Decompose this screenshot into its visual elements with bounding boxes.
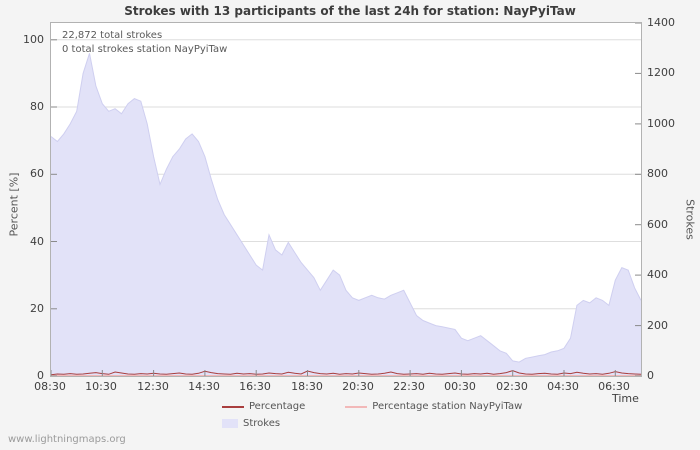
y-left-tick-60: 60 <box>30 167 44 180</box>
plot-area <box>50 22 642 377</box>
legend-row-1: Percentage Percentage station NayPyiTaw <box>222 398 562 415</box>
y-left-tick-0: 0 <box>37 369 44 382</box>
y-right-tick-600: 600 <box>647 218 668 231</box>
legend-item-strokes: Strokes <box>222 418 280 429</box>
x-tick-02:30: 02:30 <box>496 380 528 393</box>
legend-swatch-strokes <box>222 419 238 428</box>
legend-swatch-percentage-station-naypyitaw <box>345 405 368 408</box>
y-right-tick-400: 400 <box>647 268 668 281</box>
y-left-tick-80: 80 <box>30 100 44 113</box>
y-right-tick-200: 200 <box>647 319 668 332</box>
x-tick-16:30: 16:30 <box>239 380 271 393</box>
y-right-tick-1200: 1200 <box>647 66 675 79</box>
x-tick-20:30: 20:30 <box>342 380 374 393</box>
watermark-text: www.lightningmaps.org <box>8 434 126 445</box>
legend-label-percentage: Percentage <box>249 401 306 412</box>
strokes-area-edge <box>51 53 641 363</box>
legend: Percentage Percentage station NayPyiTaw St… <box>222 398 562 432</box>
x-tick-00:30: 00:30 <box>444 380 476 393</box>
y-left-tick-100: 100 <box>23 33 44 46</box>
legend-label-percentage-station-naypyitaw: Percentage station NayPyiTaw <box>372 401 523 412</box>
legend-row-2: Strokes <box>222 415 562 432</box>
x-tick-08:30: 08:30 <box>34 380 66 393</box>
strokes-area-series <box>51 53 641 376</box>
x-axis-label: Time <box>612 392 639 405</box>
x-tick-12:30: 12:30 <box>137 380 169 393</box>
x-tick-18:30: 18:30 <box>291 380 323 393</box>
legend-item-percentage: Percentage <box>222 401 305 412</box>
x-tick-22:30: 22:30 <box>393 380 425 393</box>
annotation-total-strokes: 22,872 total strokes <box>62 30 163 41</box>
chart-canvas <box>51 23 641 376</box>
x-tick-06:30: 06:30 <box>598 380 630 393</box>
y-right-tick-800: 800 <box>647 167 668 180</box>
legend-swatch-percentage <box>222 405 244 408</box>
x-tick-14:30: 14:30 <box>188 380 220 393</box>
y-right-tick-1400: 1400 <box>647 16 675 29</box>
y-left-tick-20: 20 <box>30 302 44 315</box>
x-tick-04:30: 04:30 <box>547 380 579 393</box>
percentage-line-series <box>51 370 641 376</box>
legend-item-percentage-station-naypyitaw: Percentage station NayPyiTaw <box>345 401 522 412</box>
legend-label-strokes: Strokes <box>243 418 281 429</box>
chart-title: Strokes with 13 participants of the last… <box>124 4 576 18</box>
y-left-tick-40: 40 <box>30 235 44 248</box>
y-right-tick-0: 0 <box>647 369 654 382</box>
x-tick-10:30: 10:30 <box>85 380 117 393</box>
annotation-station-total: 0 total strokes station NayPyiTaw <box>62 44 228 55</box>
y-right-tick-1000: 1000 <box>647 117 675 130</box>
